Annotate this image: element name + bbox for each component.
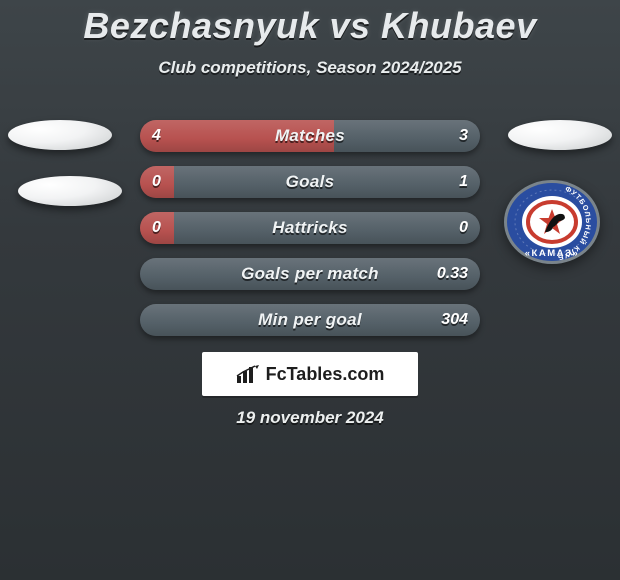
stats-rows: Matches43Goals01Hattricks00Goals per mat… [140, 120, 480, 336]
stat-value-right: 0 [459, 212, 468, 244]
right-club-crest: ФУТБОЛЬНЫЙ КЛУБ «КАМАЗ» [502, 178, 602, 266]
page-title: Bezchasnyuk vs Khubaev [0, 0, 620, 46]
stat-row: Goals per match0.33 [140, 258, 480, 290]
stat-value-right: 0.33 [437, 258, 468, 290]
stat-value-right: 3 [459, 120, 468, 152]
left-player-oval-2 [18, 176, 122, 206]
stat-value-right: 1 [459, 166, 468, 198]
svg-text:«КАМАЗ»: «КАМАЗ» [525, 248, 579, 259]
stat-value-left: 0 [152, 212, 161, 244]
stat-value-left: 4 [152, 120, 161, 152]
fctables-text: FcTables.com [266, 364, 385, 385]
stat-label: Min per goal [140, 304, 480, 336]
right-player-oval-1 [508, 120, 612, 150]
stat-label: Goals per match [140, 258, 480, 290]
stat-row: Goals0 1 [140, 166, 480, 198]
left-player-oval-1 [8, 120, 112, 150]
bars-icon [236, 364, 260, 384]
stat-row: Hattricks0 0 [140, 212, 480, 244]
fctables-badge[interactable]: FcTables.com [202, 352, 418, 396]
stat-value-right: 304 [441, 304, 468, 336]
date-line: 19 november 2024 [0, 408, 620, 428]
stat-row: Matches4 3 [140, 120, 480, 152]
stat-row: Min per goal304 [140, 304, 480, 336]
subtitle: Club competitions, Season 2024/2025 [0, 58, 620, 78]
stat-value-left: 0 [152, 166, 161, 198]
stat-label: Goals [140, 166, 480, 198]
stat-label: Matches [140, 120, 480, 152]
comparison-card: Bezchasnyuk vs Khubaev Club competitions… [0, 0, 620, 580]
stat-label: Hattricks [140, 212, 480, 244]
